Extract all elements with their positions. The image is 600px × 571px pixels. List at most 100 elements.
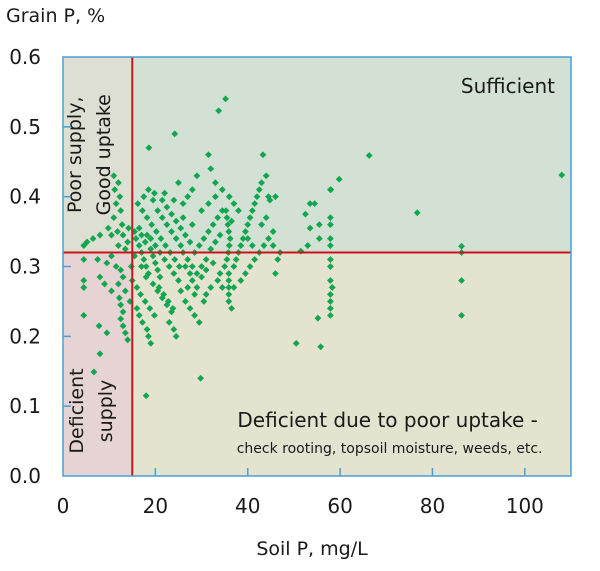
data-point <box>251 256 259 263</box>
data-point <box>188 221 196 228</box>
data-point <box>172 217 180 225</box>
data-point <box>193 270 201 277</box>
data-point <box>265 235 272 242</box>
data-point <box>117 266 125 274</box>
data-point <box>297 247 305 255</box>
data-point <box>326 256 334 263</box>
region-deficient-poor-uptake <box>132 252 572 476</box>
data-point <box>108 231 115 239</box>
data-point <box>175 277 182 284</box>
data-point <box>222 95 229 103</box>
y-tick-label: 0.5 <box>9 115 41 139</box>
data-point <box>161 256 168 263</box>
data-point <box>181 263 189 270</box>
data-point <box>255 186 263 194</box>
data-point <box>152 228 160 235</box>
data-point <box>132 235 140 242</box>
data-point <box>218 186 226 194</box>
data-point <box>171 256 179 263</box>
label-poor-supply: Poor supply, <box>64 97 86 214</box>
data-point <box>117 207 125 215</box>
data-point <box>184 284 192 291</box>
label-sufficient: Sufficient <box>461 74 555 98</box>
data-point <box>209 221 217 228</box>
y-tick-label: 0.4 <box>9 185 41 209</box>
data-point <box>246 214 254 222</box>
data-point <box>212 193 219 201</box>
data-point <box>205 228 212 235</box>
data-point <box>225 284 233 291</box>
data-point <box>212 238 219 246</box>
data-point <box>198 207 205 215</box>
data-point <box>188 186 196 194</box>
data-point <box>125 224 132 232</box>
data-point <box>115 294 123 302</box>
data-point <box>165 318 173 326</box>
data-point <box>138 263 145 270</box>
data-point <box>80 242 88 249</box>
data-point <box>147 245 155 253</box>
data-point <box>115 179 122 187</box>
data-point <box>216 231 224 239</box>
data-point <box>143 214 151 222</box>
label-supply: supply <box>95 380 117 443</box>
data-point <box>191 311 199 319</box>
data-point <box>119 273 127 281</box>
data-point <box>175 179 182 187</box>
data-point <box>181 298 189 305</box>
data-point <box>147 235 155 242</box>
data-point <box>140 193 148 201</box>
data-point <box>232 256 240 263</box>
data-point <box>177 224 185 232</box>
data-point <box>186 305 194 312</box>
data-point <box>146 305 154 312</box>
data-point <box>212 179 219 187</box>
data-point <box>145 186 152 194</box>
data-point <box>137 291 144 298</box>
data-point <box>225 242 233 249</box>
data-point <box>158 294 166 302</box>
data-point <box>114 228 121 235</box>
data-point <box>202 266 210 274</box>
data-point <box>138 231 145 239</box>
data-point <box>197 374 205 382</box>
data-point <box>458 277 465 284</box>
data-point <box>202 291 210 298</box>
data-point <box>177 287 185 295</box>
data-point <box>80 256 88 263</box>
data-point <box>260 242 268 249</box>
data-point <box>326 291 334 298</box>
x-tick-label: 100 <box>506 494 544 518</box>
data-point <box>158 214 166 222</box>
y-tick-label: 0.2 <box>9 324 41 348</box>
data-point <box>244 235 252 242</box>
label-good-uptake: Good uptake <box>93 94 115 215</box>
data-point <box>121 329 129 337</box>
data-point <box>225 291 233 298</box>
data-point <box>225 193 233 201</box>
data-point <box>195 242 203 249</box>
x-tick-label: 80 <box>420 494 445 518</box>
data-point <box>198 263 205 270</box>
data-point <box>89 235 97 242</box>
x-tick-label: 40 <box>235 494 260 518</box>
data-point <box>558 171 566 179</box>
data-point <box>311 200 319 208</box>
data-point <box>269 228 277 235</box>
data-point <box>306 200 314 208</box>
data-point <box>170 196 178 204</box>
data-point <box>95 322 103 330</box>
data-point <box>191 291 199 298</box>
data-point <box>145 144 153 152</box>
data-point <box>103 259 111 267</box>
data-point <box>143 325 151 333</box>
data-point <box>115 242 122 249</box>
data-point <box>215 107 223 115</box>
data-point <box>202 256 210 263</box>
x-axis-title: Soil P, mg/L <box>256 538 368 560</box>
data-point <box>124 238 132 246</box>
data-point <box>413 209 421 217</box>
data-point <box>223 256 231 263</box>
data-point <box>143 231 151 239</box>
data-point <box>110 214 118 222</box>
